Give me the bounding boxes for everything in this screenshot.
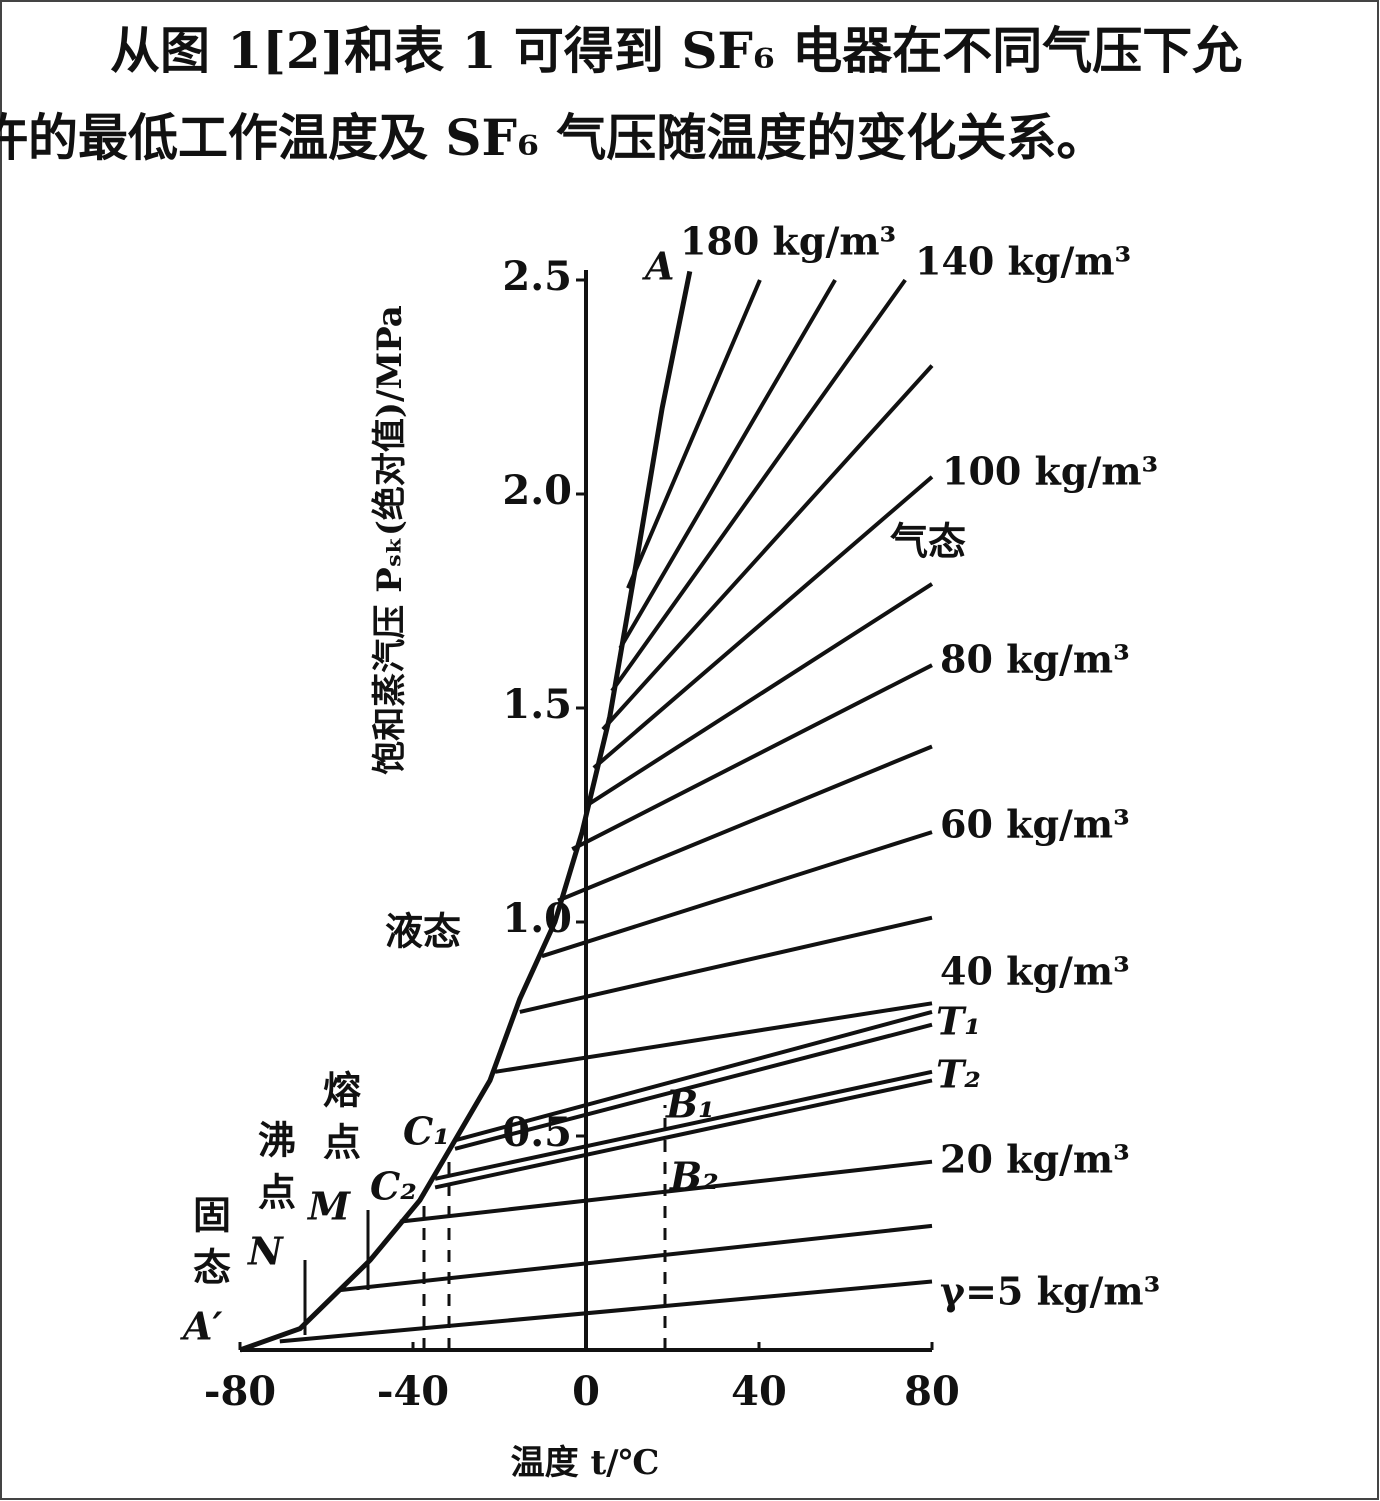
annotation: T₁ [936, 999, 981, 1044]
isochore [454, 1009, 933, 1143]
isochore [541, 830, 933, 959]
annotation: C₁ [403, 1109, 450, 1154]
isochore [584, 582, 934, 809]
annotation: B₁ [665, 1082, 715, 1127]
annotation: 20 kg/m³ [940, 1137, 1130, 1182]
annotation: 气态 [890, 519, 966, 564]
isochore [434, 1069, 933, 1181]
isochore [557, 744, 933, 903]
isochore [601, 364, 934, 731]
annotation: C₂ [370, 1164, 417, 1209]
isochore [399, 1159, 933, 1224]
paragraph-line: 许的最低工作温度及 SF₆ 气压随温度的变化关系。 [0, 108, 1106, 167]
x-tick-label: 40 [731, 1368, 787, 1415]
isochore [618, 278, 837, 650]
isochore [434, 1078, 933, 1190]
isochore [610, 278, 907, 693]
isochore [626, 279, 762, 589]
x-tick-label: -40 [377, 1368, 449, 1415]
isochore [592, 475, 934, 770]
annotation: 180 kg/m³ [680, 219, 896, 264]
annotation: 液态 [385, 909, 461, 954]
isochore [519, 915, 933, 1014]
annotation: T₂ [936, 1052, 981, 1097]
annotation: 100 kg/m³ [942, 449, 1158, 494]
isochore [339, 1223, 933, 1293]
y-tick-label: 1.5 [502, 681, 572, 728]
y-axis-label: 饱和蒸汽压 Pₛₖ(绝对值)/MPa [370, 305, 410, 775]
annotation: 固态 [187, 1195, 232, 1299]
y-tick-label: 2.5 [502, 253, 572, 300]
annotation: N [247, 1229, 284, 1274]
annotation: 熔点 [317, 1070, 362, 1174]
annotation: 140 kg/m³ [915, 239, 1131, 284]
annotation: 80 kg/m³ [940, 637, 1130, 682]
isochore [494, 1001, 933, 1074]
isochore [454, 1022, 933, 1151]
x-tick-label: -80 [204, 1368, 276, 1415]
annotation: A′ [180, 1304, 223, 1349]
x-tick-label: 80 [904, 1368, 960, 1415]
annotation: 40 kg/m³ [940, 949, 1130, 994]
annotation: M [306, 1184, 351, 1229]
annotation: 60 kg/m³ [940, 802, 1130, 847]
x-axis-label: 温度 t/℃ [511, 1443, 660, 1483]
guide-lines [422, 1105, 667, 1350]
paragraph-line: 从图 1[2]和表 1 可得到 SF₆ 电器在不同气压下允 [110, 21, 1242, 80]
isochore [571, 663, 933, 851]
annotation: 沸点 [252, 1120, 297, 1224]
annotation: γ=5 kg/m³ [940, 1269, 1160, 1314]
isochore [279, 1279, 933, 1344]
y-tick-label: 2.0 [502, 467, 572, 514]
x-tick-label: 0 [572, 1368, 600, 1415]
annotation: B₂ [669, 1154, 719, 1199]
annotation: A [642, 244, 674, 289]
